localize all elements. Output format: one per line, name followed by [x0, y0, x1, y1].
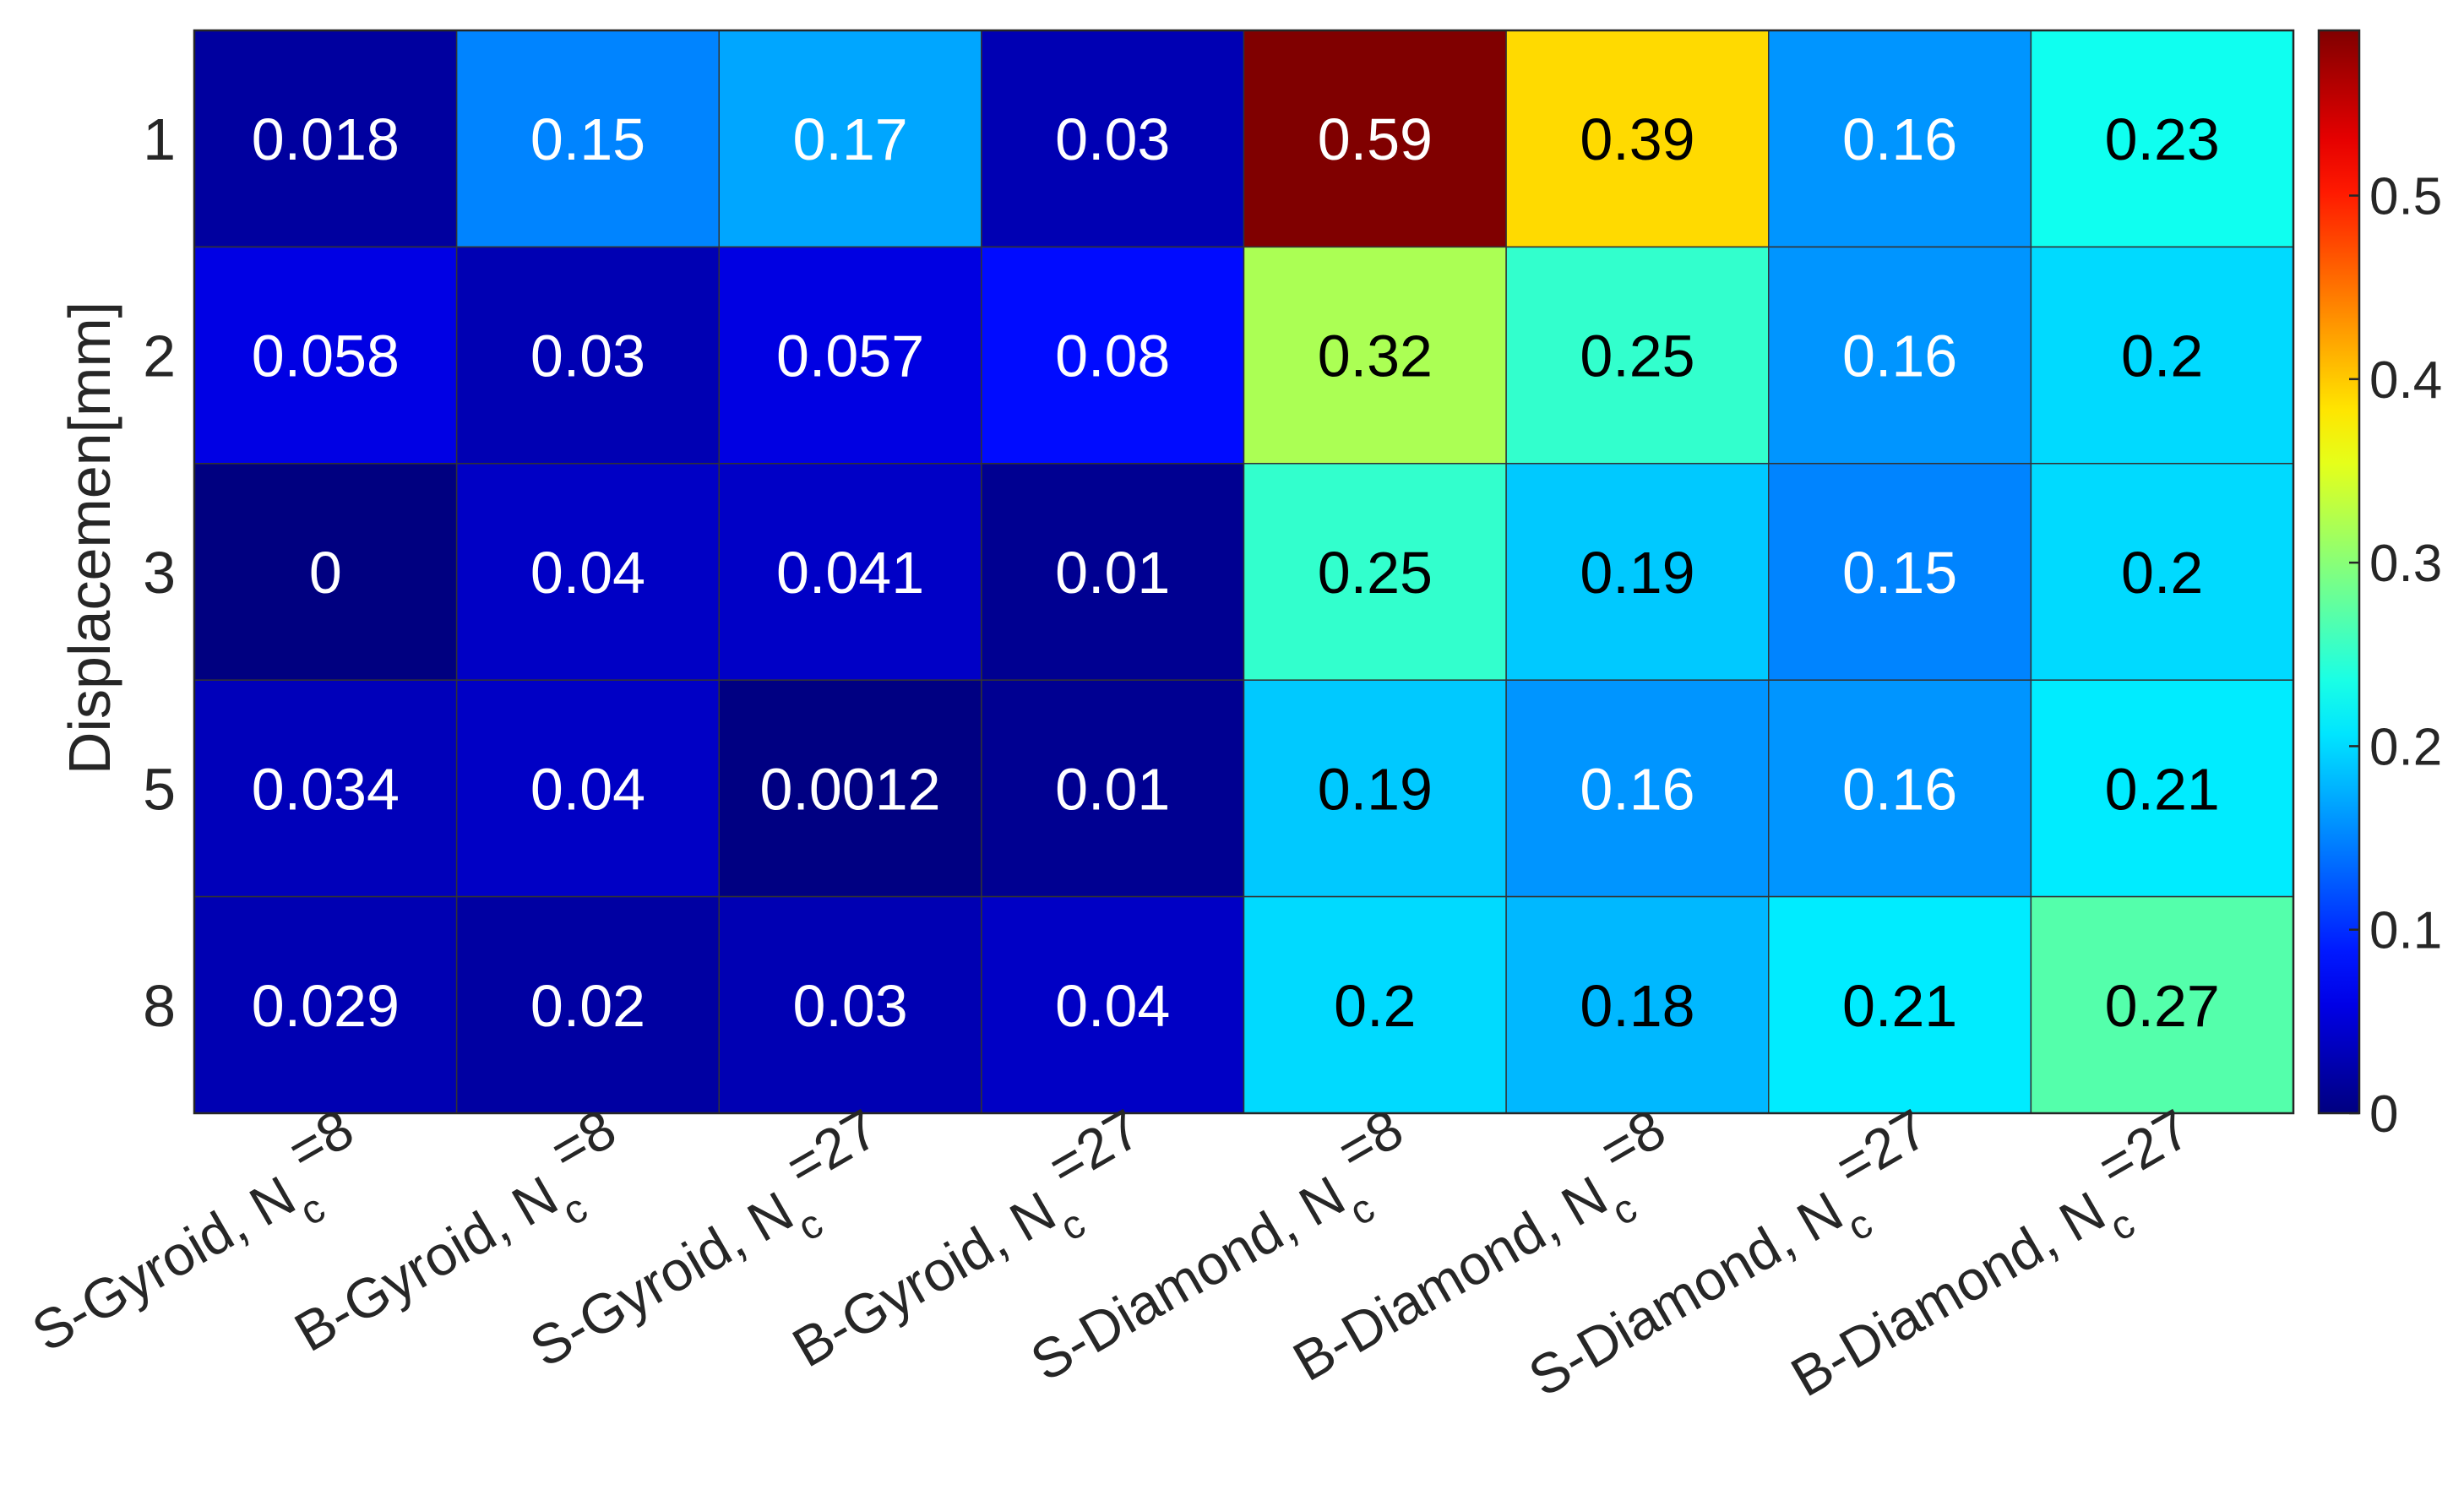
- heatmap-cell: [981, 30, 1245, 248]
- cell-value-label: 0.03: [1055, 106, 1170, 172]
- cell-value-label: 0.21: [1842, 973, 1957, 1039]
- heatmap-cell: [1243, 246, 1507, 465]
- x-axis-ticks: S-Gyroid, Nc=8B-Gyroid, Nc=8S-Gyroid, Nc…: [22, 1097, 2200, 1426]
- heatmap-cell: [718, 463, 982, 681]
- heatmap-cell: [1505, 463, 1770, 681]
- x-tick-label: B-Diamond, Nc=8: [1269, 1097, 1700, 1410]
- colorbar-tick-label: 0.4: [2369, 351, 2442, 410]
- cell-value-label: 0.058: [252, 323, 400, 389]
- heatmap-cell: [1505, 895, 1770, 1114]
- cell-value-label: 0.2: [2121, 323, 2203, 389]
- heatmap-cell: [2030, 30, 2294, 248]
- heatmap-cell: [1768, 246, 2032, 465]
- cell-value-label: 0.16: [1580, 756, 1694, 822]
- cell-value-label: 0.23: [2105, 106, 2220, 172]
- heatmap-cell: [1243, 679, 1507, 898]
- cell-value-label: 0.21: [2105, 756, 2220, 822]
- cell-value-label: 0.057: [776, 323, 924, 389]
- cell-value-label: 0.01: [1055, 756, 1170, 822]
- heatmap-cell: [981, 895, 1245, 1114]
- cell-value-label: 0: [309, 540, 342, 606]
- colorbar-ticks: 0 0.1 0.2 0.3 0.4 0.5: [2349, 168, 2442, 1144]
- heatmap-cell: [1768, 679, 2032, 898]
- colorbar-tick-label: 0: [2369, 1085, 2398, 1144]
- colorbar: 0 0.1 0.2 0.3 0.4 0.5: [2317, 29, 2442, 1144]
- cell-value-label: 0.04: [530, 756, 645, 822]
- y-tick-label: 5: [143, 756, 176, 822]
- cell-value-label: 0.59: [1318, 106, 1433, 172]
- heatmap-cell: [1243, 463, 1507, 681]
- y-tick-label: 2: [143, 323, 176, 389]
- colorbar-tick-label: 0.5: [2369, 168, 2442, 226]
- cell-value-label: 0.2: [2121, 540, 2203, 606]
- colorbar-tick-label: 0.2: [2369, 718, 2442, 776]
- heatmap-cell: [718, 679, 982, 898]
- heatmap-cell: [455, 679, 720, 898]
- cell-value-label: 0.04: [1055, 973, 1170, 1039]
- heatmap-cell: [1243, 895, 1507, 1114]
- heatmap-cell: [1768, 463, 2032, 681]
- x-tick-label: S-Diamond, Nc=27: [1504, 1097, 1961, 1426]
- cell-value-label: 0.08: [1055, 323, 1170, 389]
- cell-value-label: 0.32: [1318, 323, 1433, 389]
- y-axis-label: Displacemen[mm]: [57, 302, 122, 775]
- cell-value-label: 0.029: [252, 973, 400, 1039]
- cell-value-label: 0.17: [792, 106, 907, 172]
- cell-value-label: 0.19: [1318, 756, 1433, 822]
- heatmap-cell: [193, 463, 458, 681]
- cell-value-label: 0.25: [1580, 323, 1694, 389]
- cell-value-label: 0.04: [530, 540, 645, 606]
- cell-value-label: 0.0012: [760, 756, 941, 822]
- y-tick-label: 8: [143, 973, 176, 1039]
- heatmap-cell: [455, 30, 720, 248]
- heatmap-cell: [2030, 895, 2294, 1114]
- heatmap-cell: [1768, 30, 2032, 248]
- heatmap-cells: [193, 30, 2294, 1114]
- heatmap-cell: [193, 30, 458, 248]
- y-tick-label: 1: [143, 106, 176, 172]
- colorbar-gradient: [2317, 29, 2361, 1115]
- cell-value-label: 0.041: [776, 540, 924, 606]
- cell-value-label: 0.16: [1842, 323, 1957, 389]
- colorbar-tick-label: 0.1: [2369, 902, 2442, 960]
- cell-value-label: 0.15: [1842, 540, 1957, 606]
- heatmap-cell: [1768, 895, 2032, 1114]
- heatmap-cell: [1243, 30, 1507, 248]
- cell-value-label: 0.018: [252, 106, 400, 172]
- heatmap-cell: [193, 679, 458, 898]
- heatmap-cell: [2030, 246, 2294, 465]
- heatmap-cell-labels: 0.018 0.15 0.17 0.03 0.59 0.39 0.16 0.23 0.058 0.…: [252, 106, 2220, 1039]
- cell-value-label: 0.27: [2105, 973, 2220, 1039]
- cell-value-label: 0.02: [530, 973, 645, 1039]
- cell-value-label: 0.25: [1318, 540, 1433, 606]
- cell-value-label: 0.034: [252, 756, 400, 822]
- cell-value-label: 0.19: [1580, 540, 1694, 606]
- cell-value-label: 0.15: [530, 106, 645, 172]
- heatmap-cell: [455, 895, 720, 1114]
- colorbar-tick-label: 0.3: [2369, 535, 2442, 593]
- cell-value-label: 0.16: [1842, 756, 1957, 822]
- heatmap-cell: [1505, 246, 1770, 465]
- y-axis-ticks: 1 2 3 5 8: [143, 106, 176, 1039]
- cell-value-label: 0.03: [792, 973, 907, 1039]
- plot-frame: [193, 29, 2295, 1115]
- cell-value-label: 0.2: [1334, 973, 1416, 1039]
- cell-value-label: 0.39: [1580, 106, 1694, 172]
- heatmap-cell: [455, 246, 720, 465]
- cell-value-label: 0.16: [1842, 106, 1957, 172]
- cell-value-label: 0.18: [1580, 973, 1694, 1039]
- cell-value-label: 0.03: [530, 323, 645, 389]
- cell-value-label: 0.01: [1055, 540, 1170, 606]
- heatmap-cell: [718, 895, 982, 1114]
- y-tick-label: 3: [143, 540, 176, 606]
- heatmap-cell: [981, 679, 1245, 898]
- heatmap-cell: [455, 463, 720, 681]
- heatmap-cell: [981, 246, 1245, 465]
- heatmap-cell: [1505, 30, 1770, 248]
- heatmap-cell: [981, 463, 1245, 681]
